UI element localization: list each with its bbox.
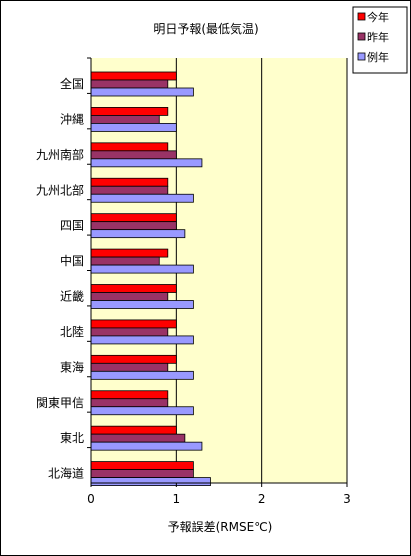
legend-label-1: 昨年 (367, 30, 389, 44)
bar-関東甲信-昨年 (90, 398, 169, 408)
bar-東海-昨年 (90, 362, 169, 372)
bar-九州北部-今年 (90, 177, 169, 187)
bar-関東甲信-今年 (90, 390, 169, 400)
bar-四国-今年 (90, 213, 177, 223)
bar-東北-今年 (90, 425, 177, 435)
y-tick-label-8: 東海 (60, 359, 84, 374)
bar-全国-昨年 (90, 79, 169, 89)
bar-北海道-例年 (90, 477, 211, 486)
bar-東北-昨年 (90, 433, 186, 443)
bar-四国-昨年 (90, 221, 177, 231)
y-tick-label-4: 四国 (60, 219, 84, 233)
bar-中国-今年 (90, 248, 169, 258)
y-tick-label-10: 東北 (60, 431, 84, 445)
bar-北陸-例年 (90, 335, 194, 345)
bar-北海道-昨年 (90, 469, 194, 478)
bar-近畿-今年 (90, 284, 177, 293)
x-tick-label-0: 0 (87, 492, 95, 506)
x-tick-label-1: 1 (173, 492, 181, 506)
y-tick-label-11: 北海道 (48, 466, 84, 481)
legend-label-2: 例年 (367, 50, 389, 64)
bar-九州南部-今年 (90, 142, 169, 152)
y-tick-label-5: 中国 (60, 253, 84, 268)
legend-swatch-0 (357, 12, 366, 21)
y-tick-label-3: 九州北部 (36, 182, 84, 197)
bar-近畿-例年 (90, 300, 194, 309)
legend-swatch-1 (357, 32, 366, 41)
y-tick-label-1: 沖縄 (60, 111, 84, 126)
bar-東海-例年 (90, 370, 194, 380)
y-tick-label-7: 北陸 (60, 325, 84, 339)
bar-沖縄-昨年 (90, 115, 160, 124)
legend-label-0: 今年 (367, 10, 389, 24)
bar-沖縄-例年 (90, 123, 177, 132)
bar-北海道-今年 (90, 461, 194, 470)
bar-北陸-今年 (90, 319, 177, 329)
x-axis-ticks: 0 1 2 3 (87, 483, 351, 506)
bar-全国-例年 (90, 87, 194, 97)
y-tick-label-6: 近畿 (60, 290, 84, 304)
bar-九州南部-昨年 (90, 150, 177, 160)
bar-九州北部-例年 (90, 193, 194, 203)
bar-関東甲信-例年 (90, 406, 194, 416)
bar-北陸-昨年 (90, 327, 169, 337)
legend-swatch-2 (357, 52, 366, 61)
y-tick-label-2: 九州南部 (36, 147, 84, 162)
bar-沖縄-今年 (90, 107, 169, 116)
bar-東海-今年 (90, 354, 177, 364)
bar-全国-今年 (90, 71, 177, 81)
chart-title: 明日予報(最低気温) (153, 21, 258, 36)
x-tick-label-3: 3 (343, 492, 351, 506)
bar-九州北部-昨年 (90, 185, 169, 195)
y-tick-label-0: 全国 (60, 76, 84, 91)
bar-中国-昨年 (90, 256, 160, 266)
x-axis-title: 予報誤差(RMSE℃) (168, 519, 273, 534)
x-tick-label-2: 2 (258, 492, 266, 506)
bar-九州南部-例年 (90, 158, 203, 168)
bar-近畿-昨年 (90, 292, 169, 301)
bar-中国-例年 (90, 264, 194, 274)
bar-四国-例年 (90, 229, 186, 239)
bar-東北-例年 (90, 441, 203, 451)
y-tick-label-9: 関東甲信 (36, 396, 84, 410)
